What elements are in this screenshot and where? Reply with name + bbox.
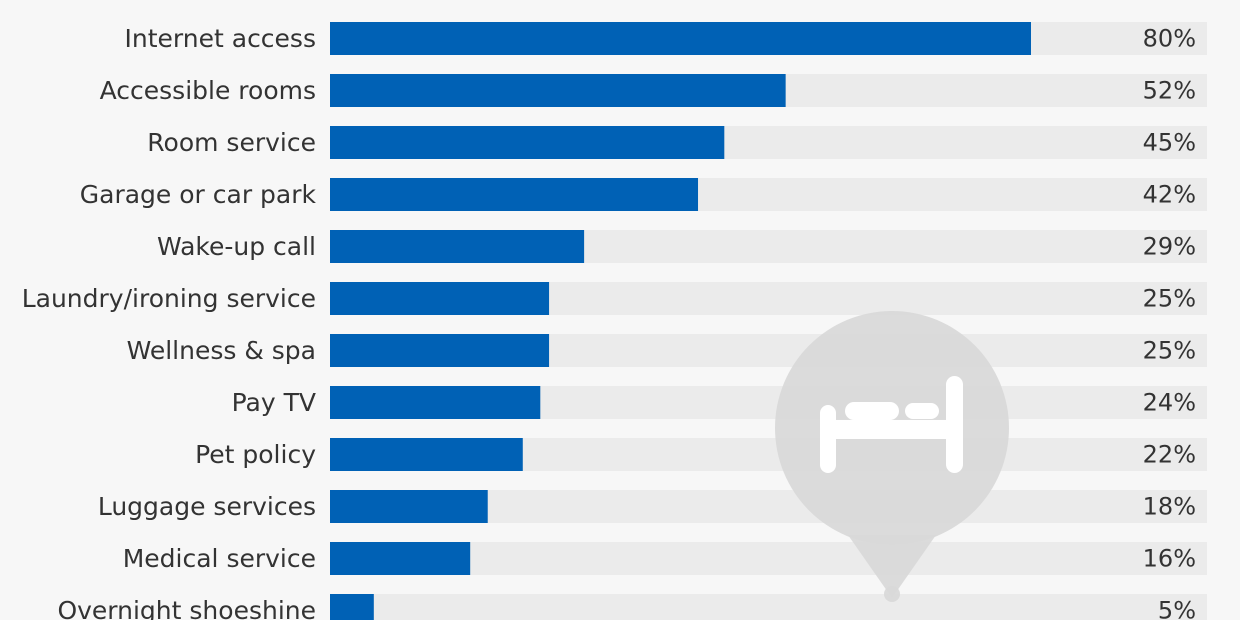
value-label: 18%: [1143, 493, 1196, 521]
value-label: 5%: [1158, 597, 1196, 620]
category-label: Pay TV: [232, 388, 316, 417]
bar: [330, 490, 488, 523]
bar-track: [330, 542, 1207, 575]
bar: [330, 282, 550, 315]
value-label: 80%: [1143, 25, 1196, 53]
bars-layer: [330, 22, 1207, 620]
bar: [330, 386, 541, 419]
labels-layer: Internet access 80% Accessible rooms 52% Roo…: [22, 24, 1196, 620]
category-label: Internet access: [125, 24, 316, 53]
bar: [330, 334, 550, 367]
value-label: 45%: [1143, 129, 1196, 157]
category-label: Medical service: [123, 544, 316, 573]
bar: [330, 126, 725, 159]
bar: [330, 438, 523, 471]
bar: [330, 178, 699, 211]
value-label: 42%: [1143, 181, 1196, 209]
category-label: Luggage services: [98, 492, 316, 521]
value-label: 24%: [1143, 389, 1196, 417]
category-label: Pet policy: [195, 440, 316, 469]
category-label: Wellness & spa: [127, 336, 316, 365]
value-label: 22%: [1143, 441, 1196, 469]
bar: [330, 22, 1031, 55]
category-label: Garage or car park: [80, 180, 317, 209]
category-label: Room service: [147, 128, 316, 157]
bar: [330, 542, 471, 575]
category-label: Wake-up call: [157, 232, 316, 261]
value-label: 52%: [1143, 77, 1196, 105]
value-label: 16%: [1143, 545, 1196, 573]
value-label: 25%: [1143, 337, 1196, 365]
map-pin-bed-icon: [775, 311, 1009, 602]
bar: [330, 74, 786, 107]
category-label: Accessible rooms: [100, 76, 316, 105]
category-label: Laundry/ironing service: [22, 284, 316, 313]
bar-track: [330, 594, 1207, 620]
bar: [330, 230, 585, 263]
category-label: Overnight shoeshine: [57, 596, 316, 620]
value-label: 29%: [1143, 233, 1196, 261]
value-label: 25%: [1143, 285, 1196, 313]
bar: [330, 594, 374, 620]
